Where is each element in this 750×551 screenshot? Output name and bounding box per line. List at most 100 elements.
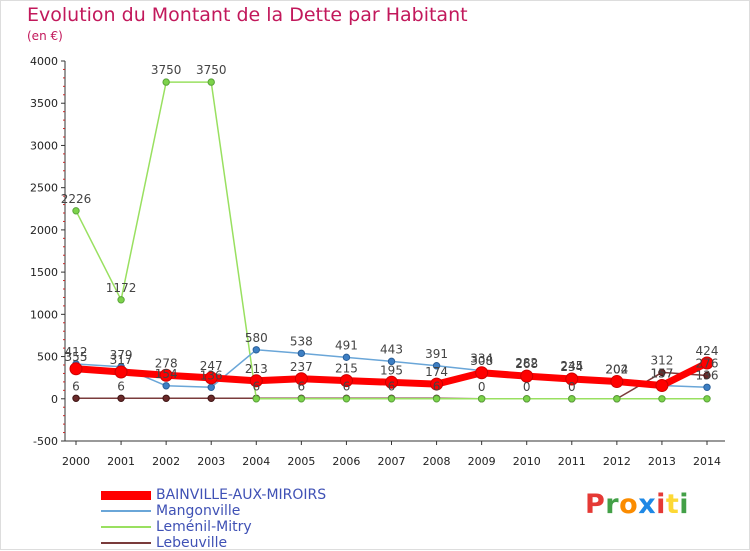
x-tick-label: 2013 bbox=[648, 455, 676, 468]
legend-swatch bbox=[101, 510, 151, 512]
x-tick-label: 2003 bbox=[197, 455, 225, 468]
data-label: 213 bbox=[245, 362, 268, 376]
data-point bbox=[207, 78, 215, 86]
data-label: 276 bbox=[696, 356, 719, 370]
legend-swatch bbox=[101, 490, 151, 500]
data-point bbox=[252, 395, 260, 403]
data-label: 234 bbox=[560, 360, 583, 374]
x-tick-label: 2007 bbox=[378, 455, 406, 468]
data-point bbox=[342, 395, 351, 403]
data-point bbox=[655, 379, 669, 393]
logo-letter: P bbox=[585, 489, 606, 520]
y-tick-label: 1000 bbox=[30, 308, 58, 321]
data-label: 215 bbox=[335, 362, 358, 376]
data-label: 282 bbox=[515, 356, 538, 370]
data-point bbox=[703, 371, 711, 380]
x-tick-label: 2005 bbox=[287, 455, 315, 468]
data-label: 136 bbox=[696, 368, 719, 382]
data-point bbox=[565, 372, 579, 386]
x-tick-label: 2001 bbox=[107, 455, 135, 468]
chart-legend: BAINVILLE-AUX-MIROIRS Mangonville Leménil-… bbox=[101, 487, 401, 551]
data-point bbox=[568, 395, 576, 403]
data-point bbox=[700, 356, 714, 370]
data-point bbox=[342, 353, 351, 362]
data-label: 355 bbox=[65, 350, 88, 364]
legend-swatch bbox=[101, 526, 151, 528]
data-label: 424 bbox=[696, 344, 719, 358]
data-label: 247 bbox=[200, 359, 223, 373]
data-label: 3750 bbox=[196, 63, 227, 77]
data-point bbox=[385, 375, 398, 389]
data-label: 317 bbox=[110, 353, 133, 367]
chart-title: Evolution du Montant de la Dette par Hab… bbox=[27, 4, 468, 26]
y-tick-label: 1500 bbox=[30, 266, 58, 279]
data-label: 202 bbox=[605, 363, 628, 377]
data-label: 1172 bbox=[106, 281, 137, 295]
data-point bbox=[162, 382, 170, 390]
data-label: 2226 bbox=[61, 192, 92, 206]
data-label: 136 bbox=[200, 368, 223, 382]
data-label: 6 bbox=[343, 379, 351, 393]
legend-label: Leménil-Mitry bbox=[156, 519, 252, 535]
data-label: 154 bbox=[155, 367, 178, 381]
x-tick-label: 2012 bbox=[603, 455, 631, 468]
data-point bbox=[387, 395, 396, 403]
data-label: 278 bbox=[155, 356, 178, 370]
data-label: 538 bbox=[290, 334, 313, 348]
data-point bbox=[297, 349, 306, 358]
data-point bbox=[339, 374, 353, 388]
data-point bbox=[252, 346, 260, 354]
data-label: 157 bbox=[650, 367, 673, 381]
data-label: 443 bbox=[380, 342, 403, 356]
data-label: 0 bbox=[568, 380, 576, 394]
data-point bbox=[249, 374, 263, 388]
data-point bbox=[72, 207, 80, 215]
x-tick-label: 2011 bbox=[558, 455, 586, 468]
data-label: 195 bbox=[380, 363, 403, 377]
data-label: 0 bbox=[478, 380, 486, 394]
legend-item: Leménil-Mitry bbox=[101, 519, 401, 535]
data-label: 204 bbox=[605, 363, 628, 377]
data-label: 174 bbox=[425, 365, 448, 379]
data-label: 3750 bbox=[151, 63, 182, 77]
y-tick-label: 2000 bbox=[30, 224, 58, 237]
data-point bbox=[69, 362, 83, 376]
y-tick-label: 0 bbox=[51, 393, 58, 406]
data-point bbox=[72, 394, 80, 402]
data-point bbox=[430, 377, 444, 391]
legend-item: BAINVILLE-AUX-MIROIRS bbox=[101, 487, 401, 503]
data-label: 334 bbox=[470, 352, 493, 366]
x-tick-label: 2004 bbox=[242, 455, 270, 468]
data-label: 580 bbox=[245, 331, 268, 345]
data-point bbox=[207, 394, 215, 402]
data-label: 391 bbox=[425, 347, 448, 361]
data-label: 6 bbox=[433, 379, 441, 393]
x-tick-label: 2000 bbox=[62, 455, 90, 468]
data-label: 6 bbox=[117, 379, 125, 393]
data-point bbox=[117, 394, 125, 402]
data-point bbox=[703, 383, 711, 391]
data-point bbox=[477, 395, 486, 403]
data-label: 6 bbox=[72, 379, 80, 393]
legend-label: Lebeuville bbox=[156, 535, 228, 551]
data-label: 6 bbox=[252, 379, 260, 393]
logo-letter: t bbox=[665, 489, 680, 520]
logo-letter: o bbox=[619, 489, 639, 520]
y-tick-label: 3500 bbox=[30, 97, 58, 110]
x-tick-label: 2006 bbox=[332, 455, 360, 468]
data-label: 6 bbox=[298, 379, 306, 393]
data-point bbox=[658, 395, 666, 403]
y-tick-label: 3000 bbox=[30, 139, 58, 152]
data-label: 412 bbox=[65, 345, 88, 359]
logo-letter: i bbox=[679, 489, 690, 520]
legend-item: Lebeuville bbox=[101, 535, 401, 551]
data-point bbox=[117, 296, 125, 304]
y-tick-label: 4000 bbox=[30, 55, 58, 68]
x-tick-label: 2002 bbox=[152, 455, 180, 468]
data-point bbox=[204, 371, 218, 385]
logo-letter: i bbox=[656, 489, 666, 520]
data-point bbox=[432, 395, 441, 403]
data-point bbox=[703, 395, 711, 403]
data-label: 6 bbox=[388, 379, 396, 393]
